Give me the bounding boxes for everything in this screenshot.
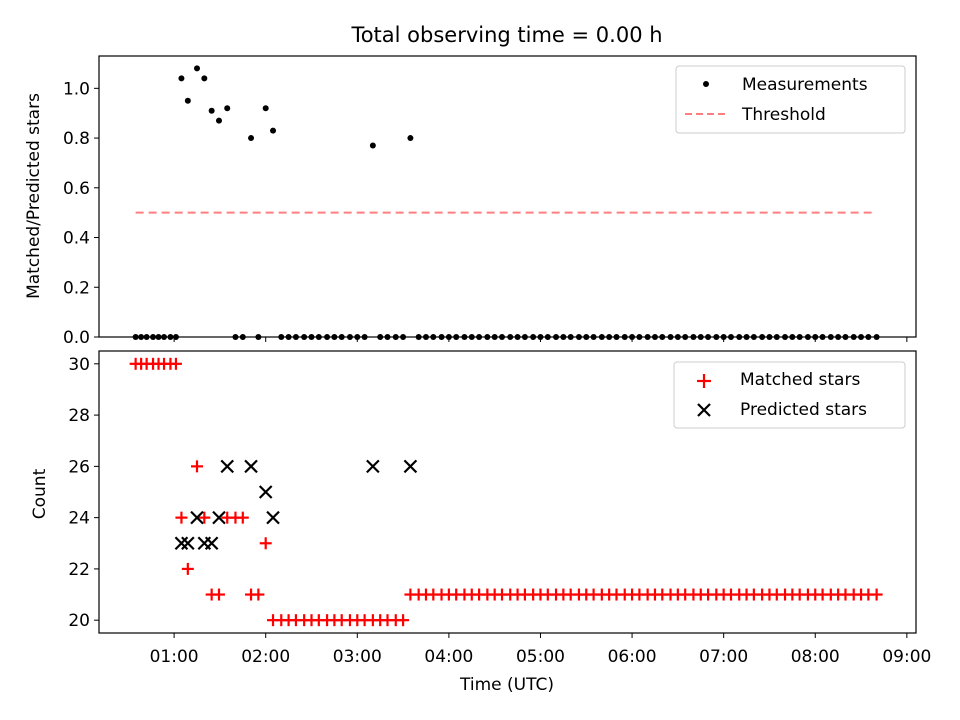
- legend-label-measurements: Measurements: [742, 75, 868, 95]
- legend-label-matched-stars: Matched stars: [740, 370, 860, 390]
- predicted-star-point: [220, 459, 235, 474]
- matched-star-point: [259, 537, 272, 550]
- bottom-x-tick-label: 04:00: [424, 647, 473, 667]
- top-y-axis-label: Matched/Predicted stars: [24, 93, 44, 299]
- bottom-legend-box: [673, 361, 906, 429]
- bottom-plot-frame: [98, 350, 917, 634]
- measurement-point: [369, 142, 376, 149]
- predicted-star-point: [258, 485, 273, 499]
- matched-star-point: [191, 460, 204, 473]
- legend-marker-measurements: [703, 81, 709, 87]
- bottom-panel: Count Time (UTC) 20 22 24 26 28 30 01:00 02:00…: [30, 350, 931, 695]
- bottom-y-tick-label: 20: [68, 611, 90, 631]
- legend-label-predicted-stars: Predicted stars: [740, 400, 867, 420]
- matched-star-point: [252, 588, 265, 601]
- legend-marker-predicted-stars: [697, 403, 711, 417]
- measurement-point: [184, 97, 191, 104]
- top-y-tick-label: 0.4: [63, 229, 90, 249]
- matched-star-point: [212, 588, 225, 601]
- predicted-star-point: [174, 536, 189, 551]
- bottom-x-tick-label: 08:00: [791, 647, 840, 667]
- top-y-tick-label: 0.0: [63, 328, 90, 348]
- top-y-tick-label: 0.8: [63, 129, 90, 149]
- bottom-x-tick-label: 06:00: [608, 647, 657, 667]
- bottom-data-marks: [129, 357, 883, 627]
- bottom-x-ticks: 01:00 02:00 03:00 04:00 05:00 06:00 07:00 08:00…: [150, 633, 931, 667]
- top-y-tick-label: 1.0: [63, 79, 90, 99]
- bottom-x-tick-label: 09:00: [882, 647, 931, 667]
- measurement-point: [208, 107, 215, 114]
- bottom-y-tick-label: 28: [68, 406, 90, 426]
- predicted-star-point: [366, 459, 380, 474]
- predicted-star-point: [181, 536, 195, 551]
- legend-marker-matched-stars: [697, 374, 711, 388]
- measurement-point: [194, 65, 201, 72]
- measurement-point: [248, 135, 255, 142]
- bottom-x-tick-label: 02:00: [241, 647, 290, 667]
- bottom-y-tick-label: 24: [68, 509, 90, 529]
- matched-star-point: [175, 511, 188, 524]
- top-data-marks: [132, 65, 880, 340]
- measurement-point: [407, 135, 414, 142]
- measurement-point: [201, 75, 208, 82]
- bottom-x-tick-label: 01:00: [150, 647, 199, 667]
- measurement-point: [178, 75, 185, 82]
- measurement-point: [215, 117, 222, 124]
- bottom-x-tick-label: 05:00: [516, 647, 565, 667]
- matched-star-point: [870, 588, 883, 601]
- bottom-y-tick-label: 22: [68, 560, 90, 580]
- bottom-y-ticks: 20 22 24 26 28 30: [68, 355, 99, 631]
- matched-star-point: [198, 511, 211, 524]
- measurement-point: [224, 105, 231, 112]
- bottom-x-axis-label: Time (UTC): [459, 675, 554, 695]
- top-y-tick-label: 0.6: [63, 179, 90, 199]
- measurement-point: [262, 105, 269, 112]
- bottom-y-tick-label: 30: [68, 355, 90, 375]
- bottom-y-tick-label: 26: [68, 457, 90, 477]
- predicted-star-point: [204, 536, 219, 551]
- top-legend-box: [675, 65, 906, 134]
- top-y-tick-label: 0.2: [63, 278, 90, 298]
- matched-star-point: [397, 614, 410, 627]
- bottom-legend: Matched stars Predicted stars: [673, 361, 906, 429]
- predicted-star-point: [266, 510, 280, 525]
- top-panel: Total observing time = 0.00 h Matched/Pr…: [24, 23, 917, 348]
- bottom-y-axis-label: Count: [30, 468, 50, 519]
- predicted-star-point: [403, 459, 418, 474]
- matched-star-point: [236, 511, 249, 524]
- matched-star-point: [181, 562, 194, 575]
- measurement-point: [270, 127, 277, 134]
- matched-star-point: [169, 357, 182, 370]
- predicted-star-point: [244, 459, 258, 474]
- chart-title: Total observing time = 0.00 h: [350, 23, 662, 47]
- bottom-x-tick-label: 07:00: [699, 647, 748, 667]
- top-y-ticks: 0.0 0.2 0.4 0.6 0.8 1.0: [63, 79, 99, 348]
- bottom-x-tick-label: 03:00: [333, 647, 382, 667]
- predicted-star-point: [212, 510, 226, 525]
- top-plot-frame: [98, 55, 917, 338]
- predicted-star-point: [190, 510, 204, 525]
- top-legend: Measurements Threshold: [675, 65, 906, 134]
- legend-label-threshold: Threshold: [741, 105, 826, 125]
